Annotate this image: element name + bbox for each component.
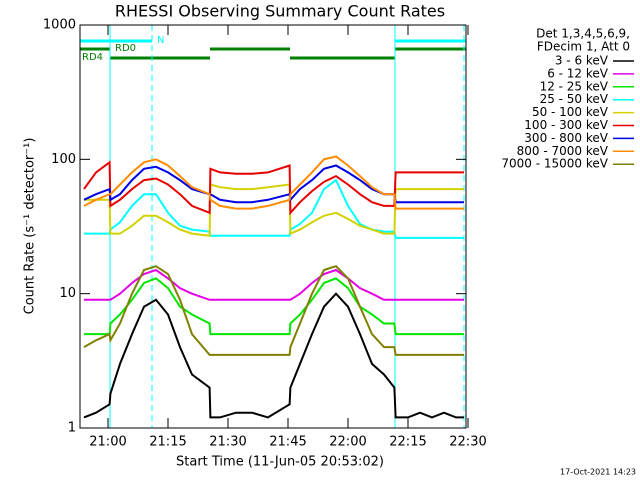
flag-label: RD0	[115, 43, 136, 54]
legend-label: 800 - 7000 keV	[517, 144, 609, 158]
x-tick-label: 21:00	[89, 435, 126, 450]
series-line	[83, 160, 464, 216]
y-tick-label: 1000	[43, 18, 76, 33]
legend-label: 3 - 6 keV	[555, 54, 609, 68]
x-tick-label: 22:15	[389, 435, 426, 450]
legend-label: 6 - 12 keV	[547, 66, 609, 80]
footer: 17-Oct-2021 14:23	[560, 468, 636, 477]
series-line	[83, 265, 464, 356]
x-axis-label: Start Time (11-Jun-05 20:53:02)	[176, 455, 384, 470]
flag-label: N	[157, 35, 164, 46]
legend-header: FDecim 1, Att 0	[537, 40, 630, 54]
series-line	[83, 292, 464, 419]
chart-title: RHESSI Observing Summary Count Rates	[115, 2, 445, 21]
x-tick-label: 21:30	[209, 435, 246, 450]
series-line	[83, 155, 464, 210]
x-tick-label: 21:15	[149, 435, 186, 450]
series-line	[84, 178, 464, 239]
x-tick-label: 22:30	[449, 435, 486, 450]
x-tick-label: 22:00	[329, 435, 366, 450]
series-line	[84, 277, 464, 336]
legend-header: Det 1,3,4,5,6,9,	[536, 27, 630, 41]
legend-label: 300 - 800 keV	[524, 131, 608, 145]
y-axis-label: Count Rate (s⁻¹ detector⁻¹)	[23, 138, 38, 315]
plot-frame	[79, 24, 467, 429]
legend-label: 100 - 300 keV	[524, 118, 608, 132]
x-tick-label: 21:45	[269, 435, 306, 450]
y-tick-label: 10	[59, 286, 76, 301]
flag-bars	[80, 39, 466, 60]
legend-label: 25 - 50 keV	[540, 92, 609, 106]
y-tick-label: 100	[51, 152, 76, 167]
legend-label: 50 - 100 keV	[532, 105, 609, 119]
flag-label: RD4	[82, 52, 103, 63]
y-tick-label: 1	[68, 421, 76, 436]
legend-label: 7000 - 15000 keV	[501, 157, 608, 171]
legend-label: 12 - 25 keV	[540, 79, 609, 93]
